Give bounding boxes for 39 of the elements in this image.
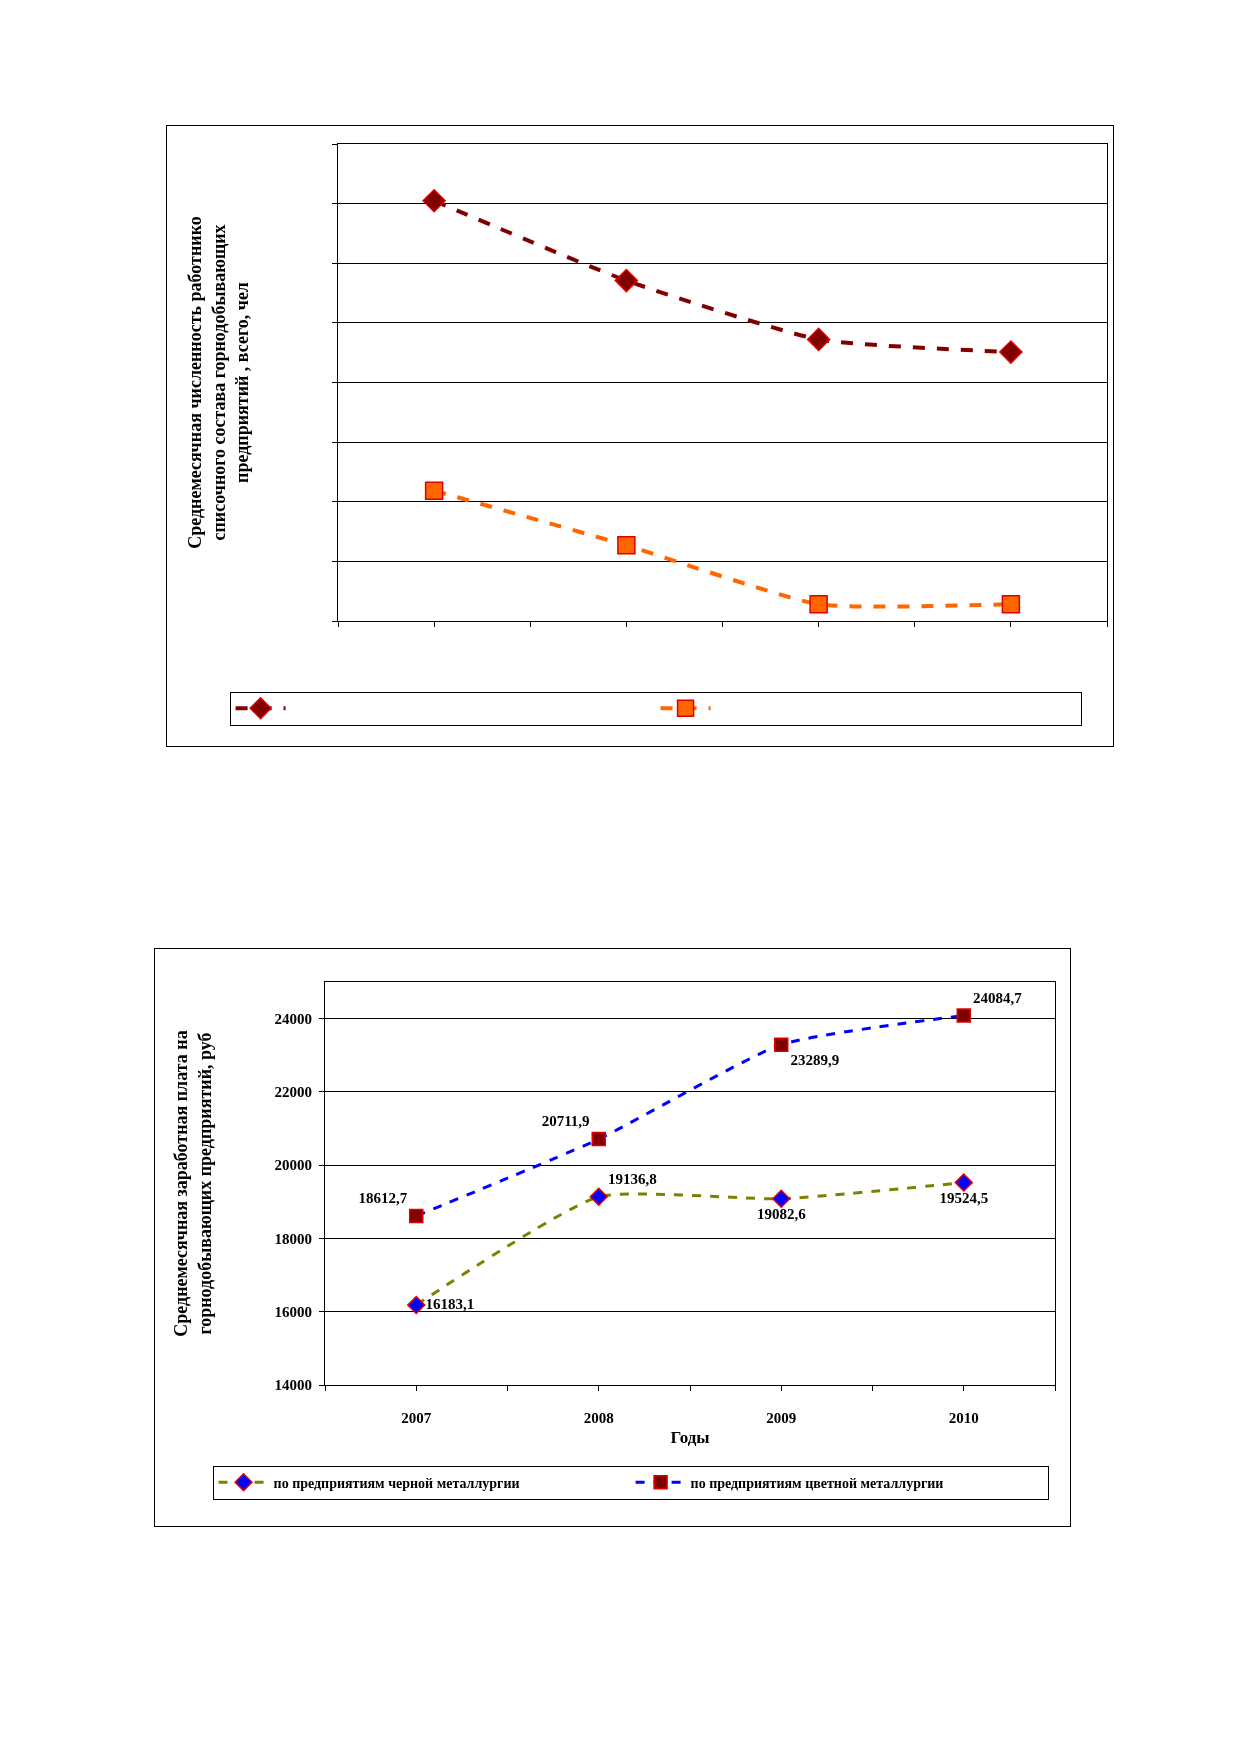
legend-label: по предприятиям цветной металлургии	[690, 1475, 944, 1491]
point	[407, 1295, 426, 1315]
point	[806, 327, 831, 352]
x-tick-label: 2008	[583, 1410, 614, 1426]
point	[617, 536, 636, 555]
data-label: 16183,1	[425, 1295, 475, 1312]
point	[422, 188, 446, 213]
data-label: 18612,7	[358, 1190, 408, 1207]
data-label: 19136,8	[607, 1170, 657, 1187]
point	[409, 1208, 424, 1224]
data-label: 19082,6	[756, 1206, 807, 1223]
y-tick-label: 18000	[274, 1230, 312, 1247]
point	[589, 1187, 608, 1207]
y-tick-label: 22000	[274, 1084, 312, 1101]
y-tick-label: 24000	[274, 1010, 312, 1027]
point	[956, 1008, 971, 1023]
point	[809, 594, 828, 614]
data-label: 23289,9	[790, 1052, 840, 1069]
point	[591, 1131, 606, 1147]
point	[424, 481, 444, 500]
y-tick-label: 20000	[274, 1157, 312, 1174]
x-axis-title: Годы	[670, 1428, 710, 1448]
data-label: 19524,5	[939, 1189, 989, 1206]
point	[774, 1037, 789, 1052]
x-tick-label: 2009	[766, 1410, 797, 1426]
point	[954, 1173, 973, 1192]
x-tick-label: 2010	[948, 1410, 979, 1426]
x-tick-label: 2007	[401, 1410, 432, 1426]
point	[999, 340, 1023, 364]
point	[614, 268, 639, 293]
point	[772, 1189, 791, 1208]
data-label: 20711,9	[541, 1113, 590, 1130]
legend-label: по предприятиям черной металлургии	[273, 1475, 520, 1491]
point	[1001, 594, 1021, 614]
data-label: 24084,7	[972, 989, 1023, 1006]
y-axis-title: Среднемесячная заработная плата на горнодобывающих предприятий, руб	[171, 1030, 215, 1337]
y-axis-title: Среднемесячная численность работнико списочного состава горнодобывающих предприятий , всего, чел	[185, 216, 253, 549]
y-tick-label: 14000	[274, 1377, 312, 1394]
y-tick-label: 16000	[274, 1303, 312, 1320]
